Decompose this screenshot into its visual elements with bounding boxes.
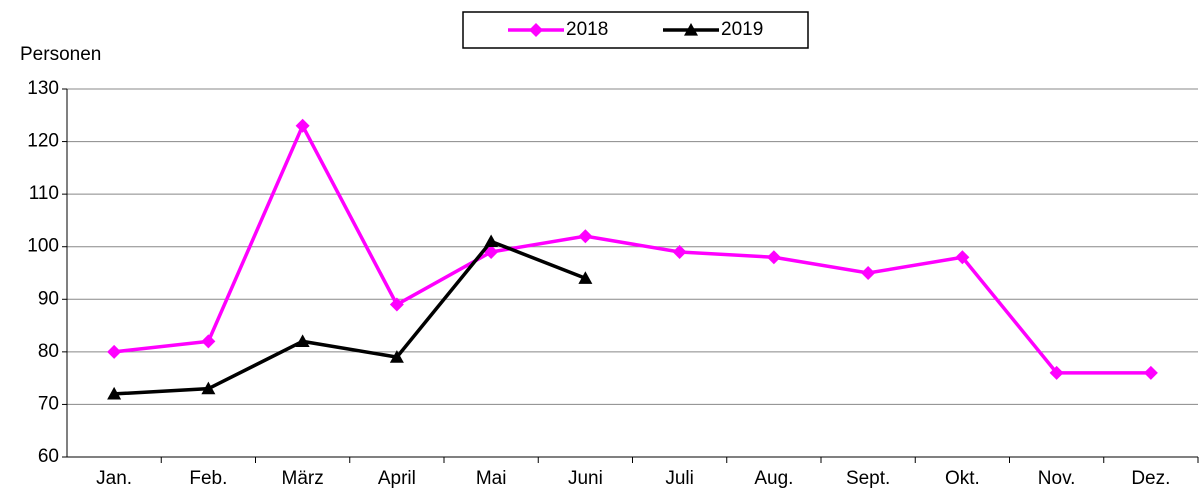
- marker: [295, 334, 310, 347]
- series-line: [114, 239, 587, 396]
- y-tick-label: 90: [38, 288, 59, 309]
- marker: [107, 386, 122, 400]
- x-tick-label: Jan.: [96, 468, 132, 489]
- marker: [1143, 365, 1158, 380]
- x-tick-label: Dez.: [1131, 468, 1170, 489]
- marker: [578, 229, 593, 244]
- marker: [201, 334, 216, 349]
- x-tick-label: Mai: [476, 468, 507, 489]
- x-tick-label: Nov.: [1038, 468, 1076, 489]
- x-tick-label: Juni: [568, 468, 603, 489]
- marker: [955, 250, 970, 265]
- x-tick-label: Okt.: [945, 468, 980, 489]
- marker: [484, 234, 499, 248]
- legend-label: 2018: [566, 19, 608, 40]
- x-tick-label: Juli: [665, 468, 694, 489]
- marker: [201, 381, 216, 395]
- marker: [672, 244, 687, 259]
- x-tick-label: Sept.: [846, 468, 890, 489]
- y-axis-label: Personen: [20, 44, 101, 65]
- marker: [295, 118, 310, 133]
- y-tick-label: 100: [27, 236, 59, 257]
- marker: [861, 266, 876, 280]
- marker: [529, 23, 543, 37]
- marker: [578, 271, 593, 284]
- x-tick-label: Feb.: [189, 468, 227, 489]
- y-tick-label: 80: [38, 341, 59, 362]
- y-tick-label: 110: [29, 183, 59, 204]
- marker: [1049, 365, 1064, 380]
- series-line: [113, 121, 1151, 375]
- marker: [389, 297, 404, 312]
- y-tick-label: 130: [27, 78, 59, 99]
- marker: [107, 344, 122, 359]
- marker: [684, 23, 698, 36]
- x-tick-label: März: [282, 468, 324, 489]
- marker: [389, 350, 404, 363]
- x-tick-label: April: [378, 468, 416, 489]
- y-tick-label: 70: [38, 393, 59, 414]
- y-tick-label: 60: [38, 446, 59, 467]
- y-tick-label: 120: [27, 131, 59, 152]
- legend-label: 2019: [721, 19, 763, 40]
- marker: [766, 250, 781, 265]
- x-tick-label: Aug.: [754, 468, 793, 489]
